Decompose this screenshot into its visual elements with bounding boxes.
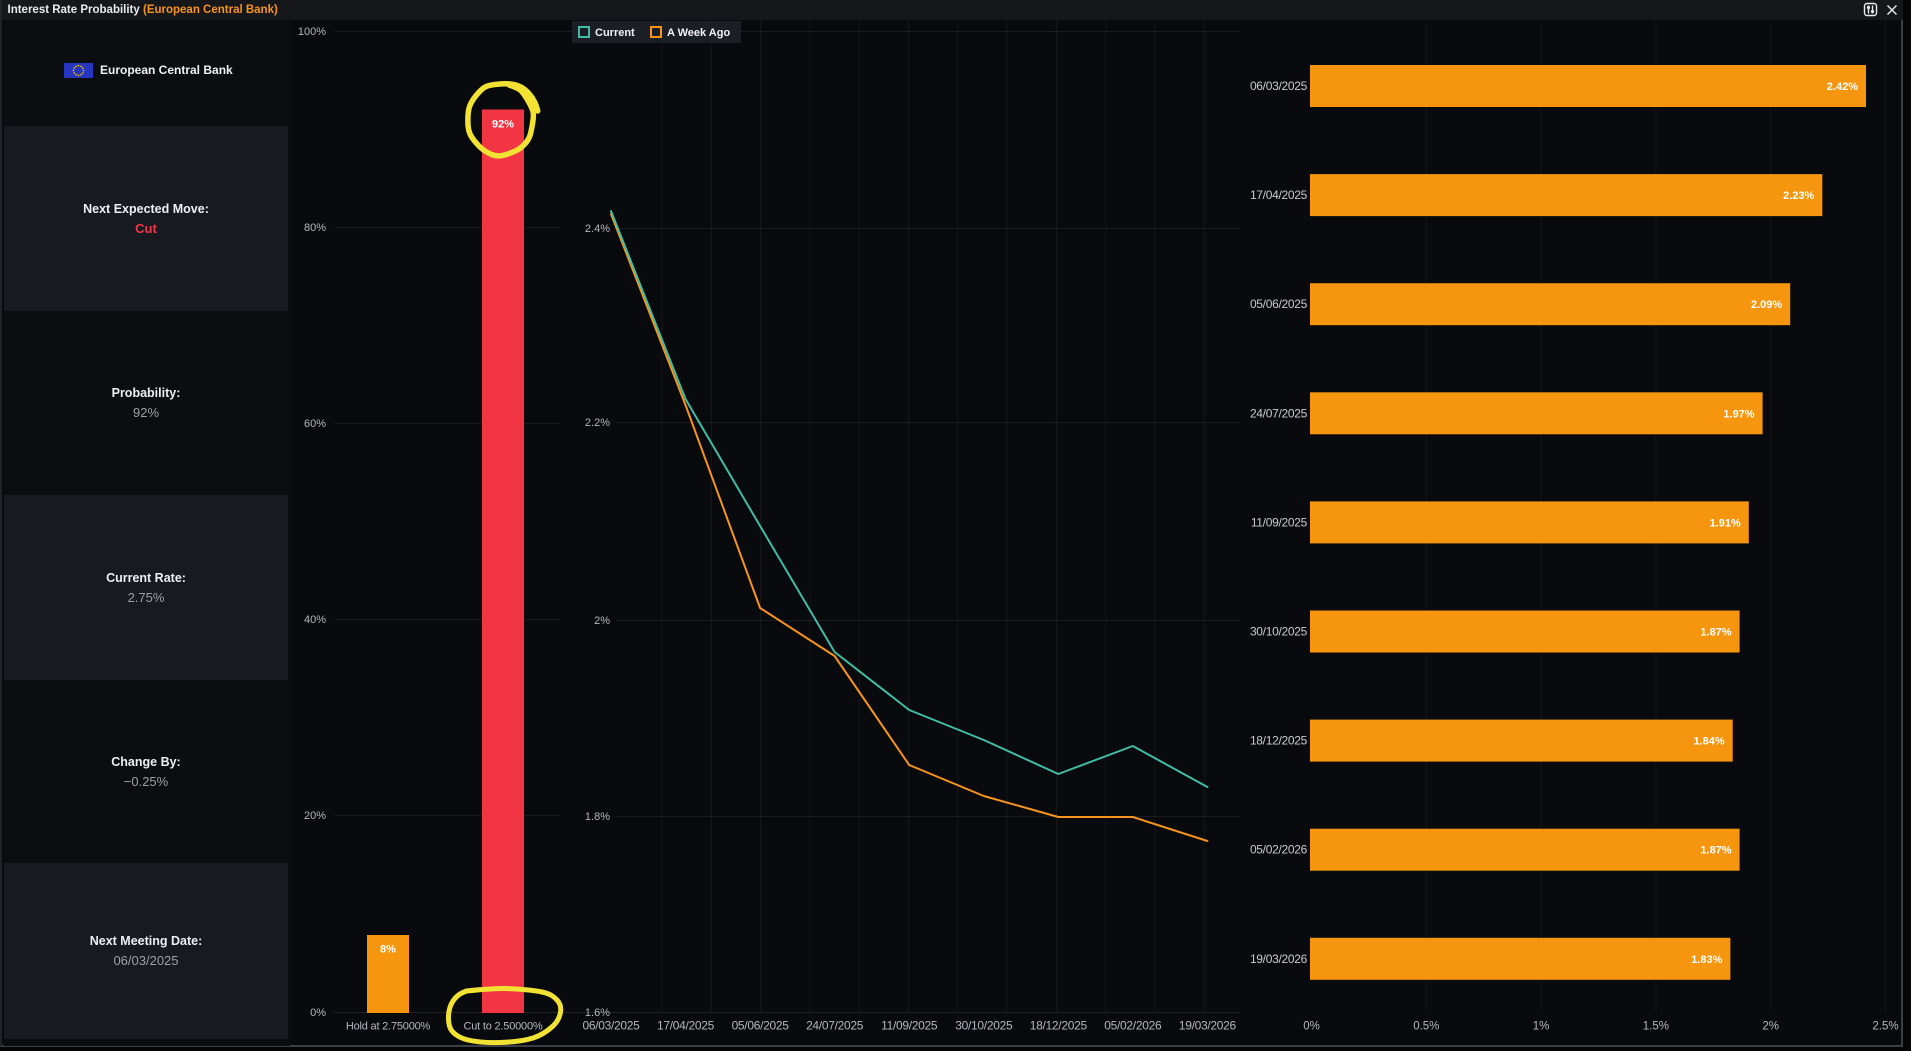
svg-text:2.4%: 2.4% <box>585 223 610 235</box>
svg-text:30/10/2025: 30/10/2025 <box>1250 625 1308 639</box>
svg-text:1.97%: 1.97% <box>1723 408 1754 420</box>
svg-text:24/07/2025: 24/07/2025 <box>806 1019 864 1033</box>
svg-text:1%: 1% <box>1533 1021 1550 1033</box>
svg-text:11/09/2025: 11/09/2025 <box>881 1019 938 1033</box>
svg-text:60%: 60% <box>304 418 326 430</box>
svg-text:19/03/2026: 19/03/2026 <box>1250 952 1308 966</box>
svg-text:05/02/2026: 05/02/2026 <box>1250 843 1308 857</box>
svg-text:18/12/2025: 18/12/2025 <box>1250 734 1308 748</box>
svg-text:1.6%: 1.6% <box>585 1007 610 1019</box>
svg-text:30/10/2025: 30/10/2025 <box>955 1019 1013 1033</box>
svg-text:Hold at 2.75000%: Hold at 2.75000% <box>346 1021 431 1033</box>
svg-text:80%: 80% <box>304 222 326 234</box>
svg-text:8%: 8% <box>380 944 396 956</box>
svg-text:1.5%: 1.5% <box>1643 1021 1669 1033</box>
svg-text:40%: 40% <box>304 614 326 626</box>
svg-text:2%: 2% <box>1762 1021 1779 1033</box>
svg-text:1.87%: 1.87% <box>1700 627 1731 639</box>
svg-text:1.87%: 1.87% <box>1700 845 1731 857</box>
svg-text:06/03/2025: 06/03/2025 <box>582 1019 640 1033</box>
svg-text:1.91%: 1.91% <box>1710 517 1741 529</box>
svg-text:11/09/2025: 11/09/2025 <box>1251 515 1308 529</box>
svg-text:0%: 0% <box>310 1007 326 1019</box>
svg-text:20%: 20% <box>304 810 326 822</box>
svg-text:1.84%: 1.84% <box>1693 736 1724 748</box>
svg-text:2%: 2% <box>594 615 610 627</box>
svg-text:A Week Ago: A Week Ago <box>667 27 730 39</box>
svg-text:05/06/2025: 05/06/2025 <box>732 1019 790 1033</box>
svg-text:24/07/2025: 24/07/2025 <box>1250 406 1308 420</box>
svg-text:0.5%: 0.5% <box>1413 1021 1439 1033</box>
svg-text:05/06/2025: 05/06/2025 <box>1250 297 1308 311</box>
svg-text:100%: 100% <box>298 26 326 38</box>
svg-text:17/04/2025: 17/04/2025 <box>1250 188 1308 202</box>
svg-text:2.23%: 2.23% <box>1783 190 1814 202</box>
svg-text:Current: Current <box>595 27 635 39</box>
svg-text:2.5%: 2.5% <box>1872 1021 1898 1033</box>
svg-text:92%: 92% <box>492 119 514 131</box>
svg-text:1.83%: 1.83% <box>1691 954 1722 966</box>
svg-text:05/02/2026: 05/02/2026 <box>1104 1019 1162 1033</box>
svg-text:18/12/2025: 18/12/2025 <box>1030 1019 1088 1033</box>
svg-text:17/04/2025: 17/04/2025 <box>657 1019 715 1033</box>
svg-text:2.2%: 2.2% <box>585 417 610 429</box>
svg-text:0%: 0% <box>1303 1021 1320 1033</box>
svg-text:1.8%: 1.8% <box>585 811 610 823</box>
svg-text:Cut to 2.50000%: Cut to 2.50000% <box>464 1021 543 1033</box>
svg-text:2.09%: 2.09% <box>1751 299 1782 311</box>
svg-text:2.42%: 2.42% <box>1827 81 1858 93</box>
svg-text:06/03/2025: 06/03/2025 <box>1250 79 1308 93</box>
svg-text:19/03/2026: 19/03/2026 <box>1179 1019 1237 1033</box>
